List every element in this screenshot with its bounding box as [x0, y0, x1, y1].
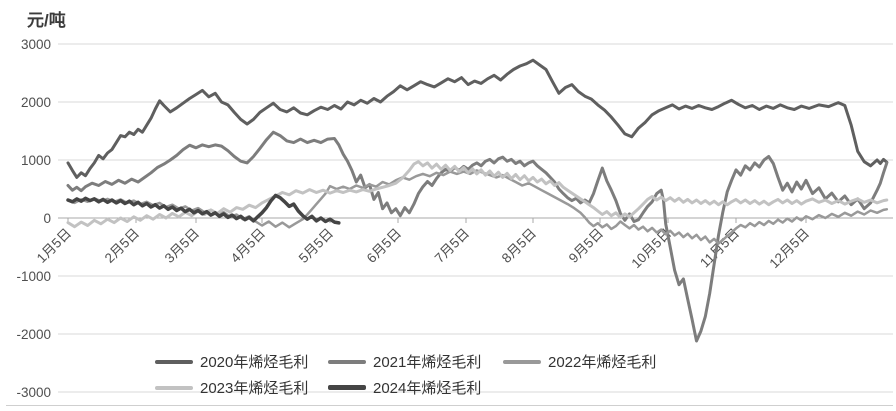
series-line-2021 — [66, 130, 889, 343]
y-axis-unit-label: 元/吨 — [27, 11, 66, 30]
legend-label: 2021年烯烃毛利 — [373, 354, 482, 371]
legend-label: 2024年烯烃毛利 — [373, 380, 482, 397]
legend-line-swatch — [328, 359, 366, 364]
y-tick-label: -1000 — [16, 269, 51, 284]
legend-label: 2022年烯烃毛利 — [548, 354, 657, 371]
legend-item-2022: 2022年烯烃毛利 — [503, 351, 656, 372]
x-tick-label: 9月5日 — [566, 226, 606, 266]
legend-label: 2023年烯烃毛利 — [200, 380, 309, 397]
x-tick-label: 1月5日 — [34, 226, 74, 266]
legend-line-swatch — [503, 359, 541, 364]
x-tick-label: 4月5日 — [228, 226, 268, 266]
series-line-2020 — [66, 58, 889, 179]
legend-row: 2020年烯烃毛利 2021年烯烃毛利 2022年烯烃毛利 — [155, 348, 855, 374]
x-tick-label: 3月5日 — [162, 226, 202, 266]
legend-line-swatch — [328, 385, 366, 390]
y-tick-label: -3000 — [16, 385, 51, 400]
x-tick-label: 5月5日 — [296, 226, 336, 266]
legend-row: 2023年烯烃毛利 2024年烯烃毛利 — [155, 374, 855, 400]
x-tick-label: 7月5日 — [432, 226, 472, 266]
legend-line-swatch — [155, 385, 193, 390]
legend-item-2023: 2023年烯烃毛利 — [155, 377, 308, 398]
legend-label: 2020年烯烃毛利 — [200, 354, 309, 371]
legend-item-2020: 2020年烯烃毛利 — [155, 351, 308, 372]
x-tick-label: 2月5日 — [102, 226, 142, 266]
legend-line-swatch — [155, 359, 193, 364]
y-tick-label: 3000 — [21, 37, 51, 52]
chart-bottom-border — [6, 405, 893, 406]
legend-item-2024: 2024年烯烃毛利 — [328, 377, 481, 398]
x-tick-label: 12月5日 — [766, 226, 812, 272]
y-tick-label: 0 — [43, 211, 51, 226]
legend-item-2021: 2021年烯烃毛利 — [328, 351, 481, 372]
legend: 2020年烯烃毛利 2021年烯烃毛利 2022年烯烃毛利 2023年烯烃毛利 2024… — [155, 348, 855, 400]
y-tick-label: 2000 — [21, 95, 51, 110]
series-line-2024 — [66, 193, 341, 225]
series-line-2023 — [66, 160, 889, 229]
y-tick-label: -2000 — [16, 327, 51, 342]
x-tick-label: 8月5日 — [499, 226, 539, 266]
x-tick-label: 6月5日 — [364, 226, 404, 266]
y-tick-label: 1000 — [21, 153, 51, 168]
